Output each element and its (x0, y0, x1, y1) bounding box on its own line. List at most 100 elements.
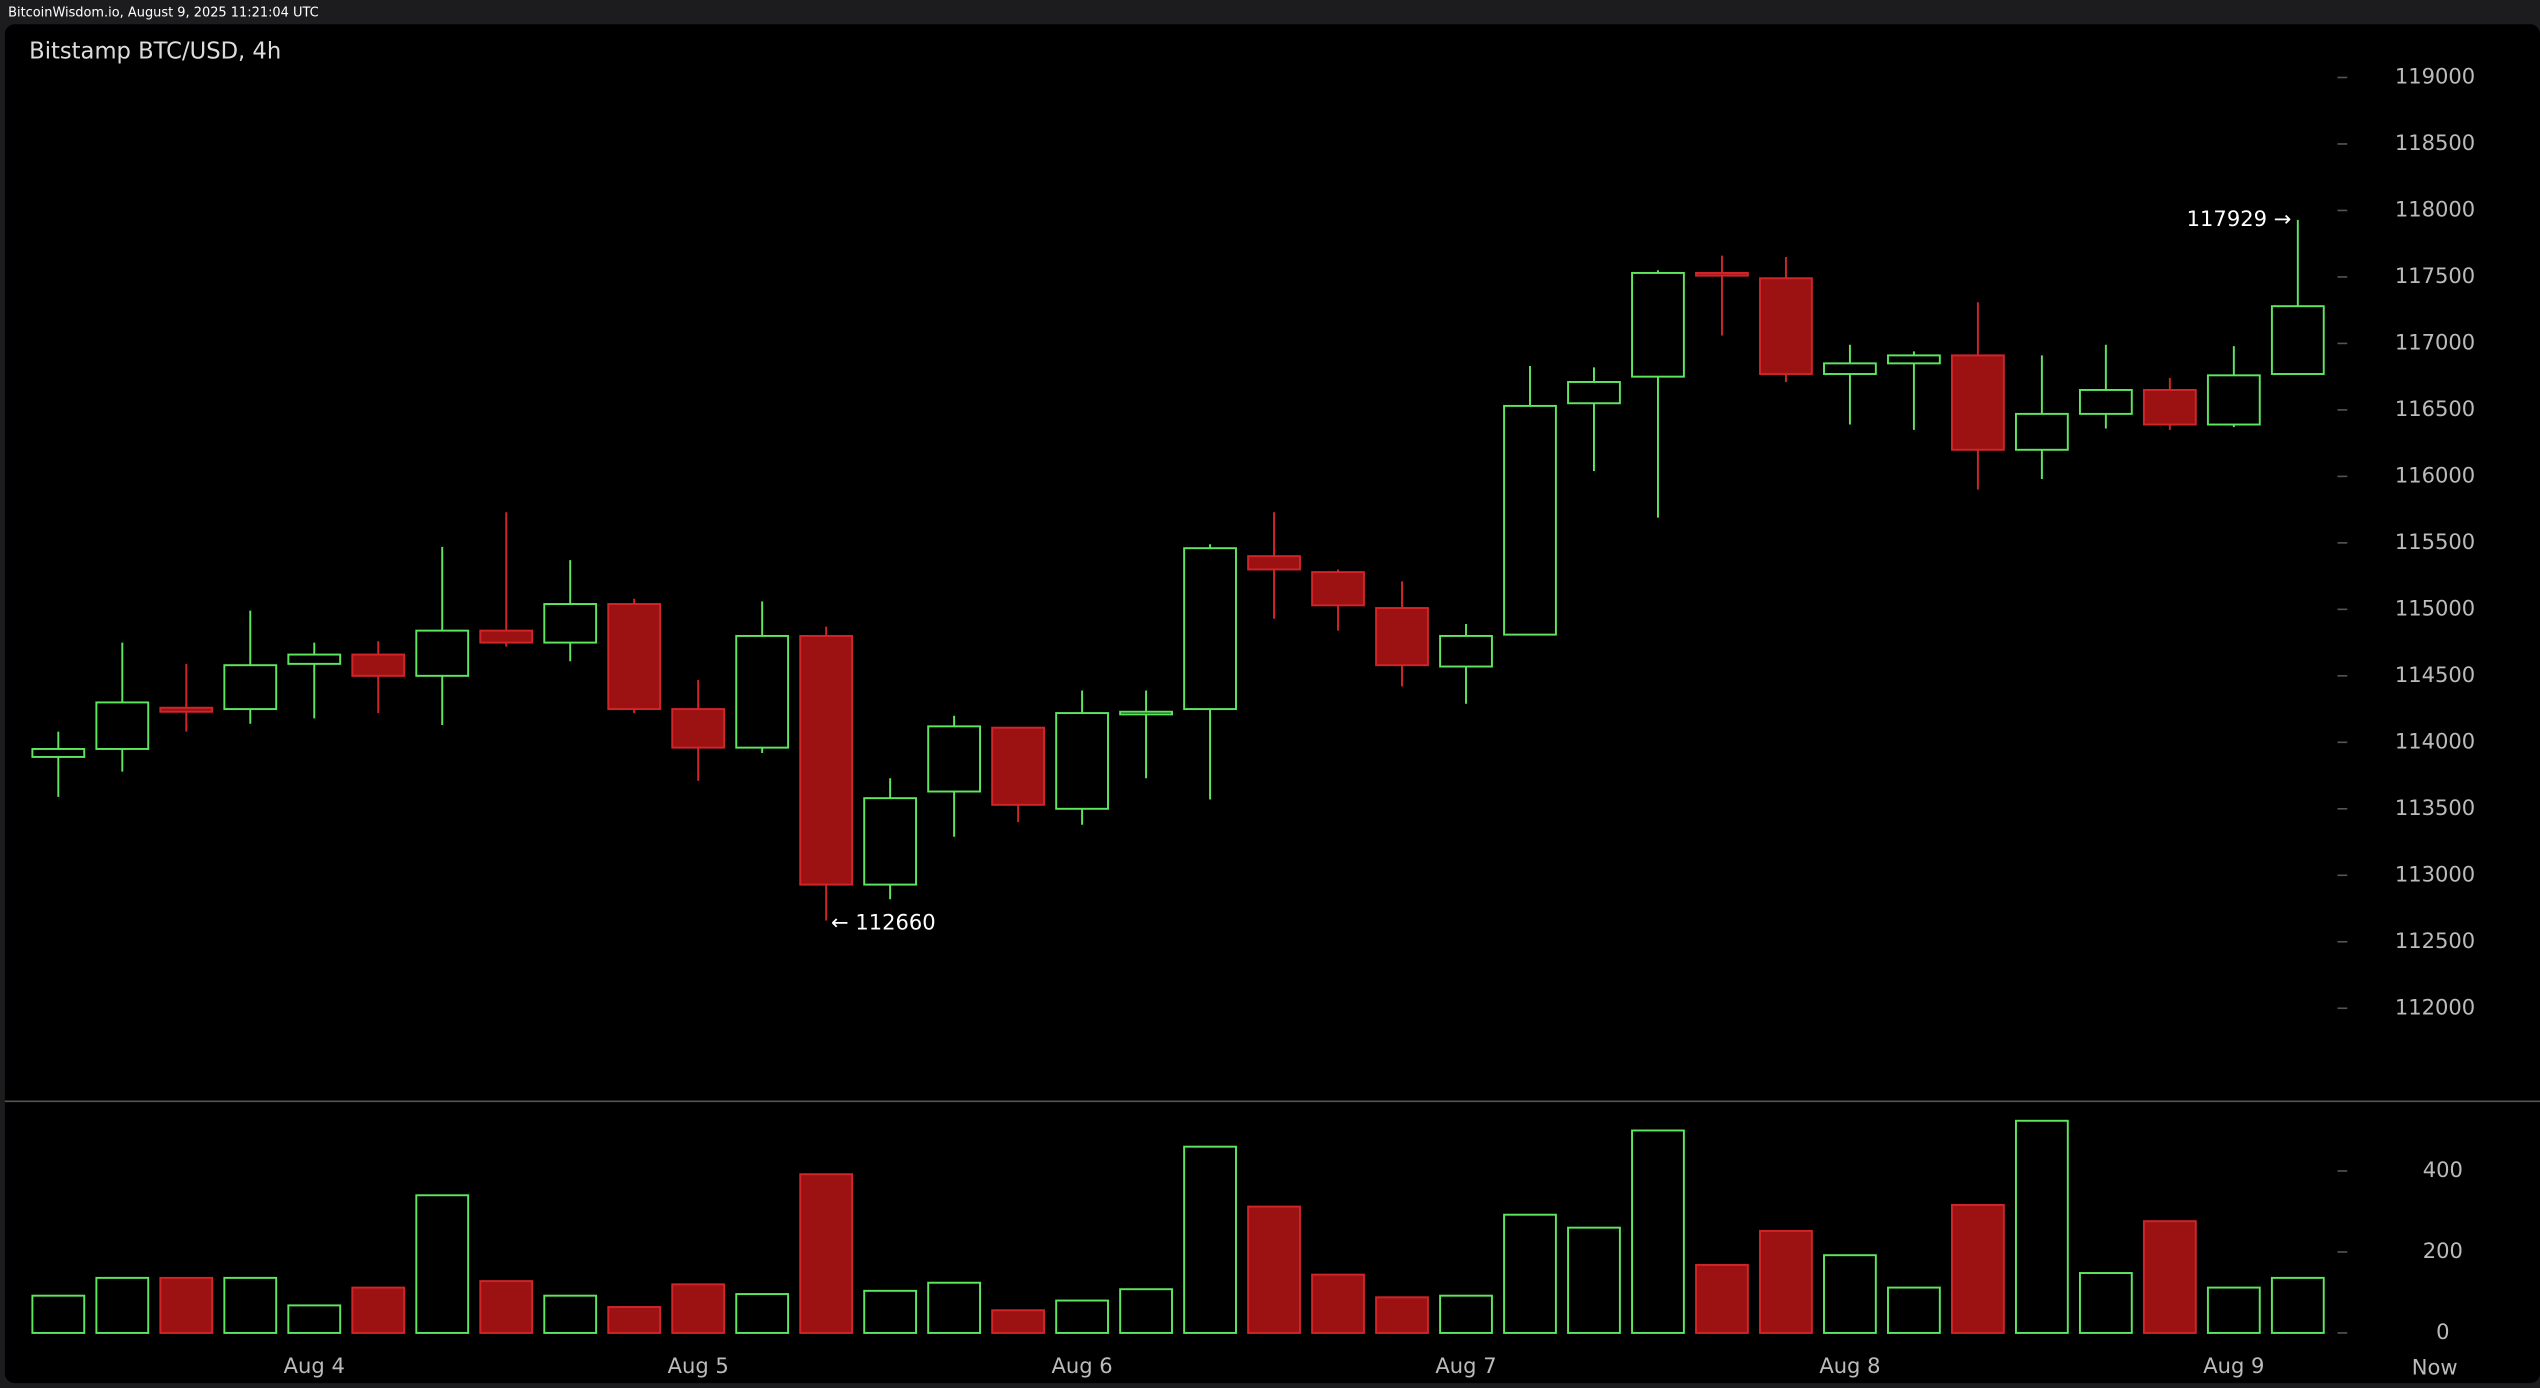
candle-body (671, 708, 726, 749)
x-tick-label: Aug 6 (1051, 1353, 1112, 1378)
candle-body (1119, 710, 1173, 716)
y-tick-label: 118000 (2395, 196, 2475, 221)
x-tick-label: Aug 5 (668, 1353, 729, 1378)
candle-body (2206, 374, 2261, 426)
volume-bar (1439, 1294, 1493, 1334)
y-tick-label: 113500 (2395, 795, 2475, 820)
volume-bar (1183, 1145, 1237, 1334)
y-tick-label: 117000 (2395, 329, 2475, 354)
candle-body (799, 634, 854, 886)
candle-body (1567, 381, 1621, 405)
candle-body (1887, 354, 1941, 365)
volume-bar (671, 1283, 726, 1334)
candle-body (351, 653, 406, 677)
volume-bar (31, 1294, 86, 1334)
volume-bar (479, 1280, 534, 1334)
candle-body (1631, 271, 1685, 378)
candle-body (543, 603, 598, 644)
candle-body (415, 629, 470, 677)
volume-bar (1567, 1226, 1621, 1334)
volume-bar (1055, 1299, 1109, 1334)
volume-bar (1631, 1129, 1685, 1334)
y-tick-label: 114000 (2395, 728, 2475, 753)
volume-bar (1695, 1263, 1749, 1334)
y-tick-label: 119000 (2395, 63, 2475, 88)
volume-bar (1375, 1296, 1429, 1334)
y-tick-label: 112000 (2395, 994, 2475, 1019)
volume-tick-label: 400 (2423, 1157, 2463, 1182)
volume-bar (2142, 1220, 2197, 1334)
volume-bar (351, 1286, 406, 1334)
volume-bar (991, 1309, 1045, 1334)
candle-body (927, 725, 982, 793)
volume-bar (415, 1194, 470, 1334)
volume-tick-label: 200 (2423, 1238, 2463, 1263)
volume-bar (159, 1276, 214, 1334)
y-tick-label: 116500 (2395, 396, 2475, 421)
y-tick-label: 115500 (2395, 529, 2475, 554)
candle-body (735, 634, 790, 749)
y-tick-label: 116000 (2395, 462, 2475, 487)
volume-bar (1503, 1213, 1557, 1334)
candle-body (31, 747, 86, 758)
y-tick-label: 115000 (2395, 595, 2475, 620)
candle-body (607, 603, 662, 711)
volume-bar (1951, 1204, 2005, 1334)
y-tick-label: 114500 (2395, 662, 2475, 687)
y-tick-label: 118500 (2395, 130, 2475, 155)
volume-bar (1887, 1286, 1941, 1334)
volume-bar (607, 1306, 662, 1334)
volume-bar (2078, 1272, 2133, 1334)
source-label: BitcoinWisdom.io, August 9, 2025 11:21:0… (8, 5, 319, 20)
candle-body (287, 653, 342, 665)
volume-bar (927, 1281, 982, 1334)
low-annotation: ← 112660 (831, 910, 936, 935)
volume-bar (1247, 1205, 1301, 1334)
x-tick-label: Aug 7 (1435, 1353, 1496, 1378)
candle-body (863, 797, 918, 886)
high-annotation: 117929 → (2187, 206, 2292, 231)
volume-bar (95, 1276, 150, 1334)
volume-bar (2270, 1276, 2325, 1334)
candle-body (1503, 404, 1557, 636)
candle-body (1823, 362, 1877, 375)
y-tick-label: 117500 (2395, 263, 2475, 288)
volume-bar (735, 1293, 790, 1334)
now-label: Now (2412, 1355, 2458, 1380)
candle-body (1695, 271, 1749, 277)
volume-bar (863, 1289, 918, 1334)
candle-body (2142, 388, 2197, 426)
candle-body (479, 629, 534, 644)
volume-bar (799, 1173, 854, 1334)
x-tick-label: Aug 9 (2203, 1353, 2264, 1378)
volume-bar (1119, 1288, 1173, 1334)
volume-bar (2014, 1119, 2069, 1334)
candle-body (991, 726, 1045, 806)
candle-body (2078, 388, 2133, 415)
plot-panel (4, 24, 2540, 1384)
candle-body (223, 664, 278, 711)
volume-bar (223, 1276, 278, 1334)
candle-body (1183, 547, 1237, 711)
candle-body (1375, 607, 1429, 667)
y-tick-label: 112500 (2395, 928, 2475, 953)
candle-body (1247, 555, 1301, 571)
volume-bar (543, 1294, 598, 1334)
y-tick-label: 113000 (2395, 861, 2475, 886)
candle-body (2270, 305, 2325, 375)
candle-body (1055, 712, 1109, 810)
candle-body (159, 706, 214, 713)
candle-body (95, 701, 150, 750)
volume-bar (2206, 1286, 2261, 1334)
volume-bar (287, 1304, 342, 1334)
x-tick-label: Aug 8 (1819, 1353, 1880, 1378)
volume-tick-label: 0 (2436, 1319, 2449, 1344)
candle-body (1311, 571, 1365, 607)
volume-bar (1311, 1273, 1365, 1334)
chart-title: Bitstamp BTC/USD, 4h (29, 38, 281, 64)
candle-body (1951, 354, 2005, 451)
volume-bar (1759, 1229, 1813, 1334)
volume-bar (1823, 1254, 1877, 1334)
